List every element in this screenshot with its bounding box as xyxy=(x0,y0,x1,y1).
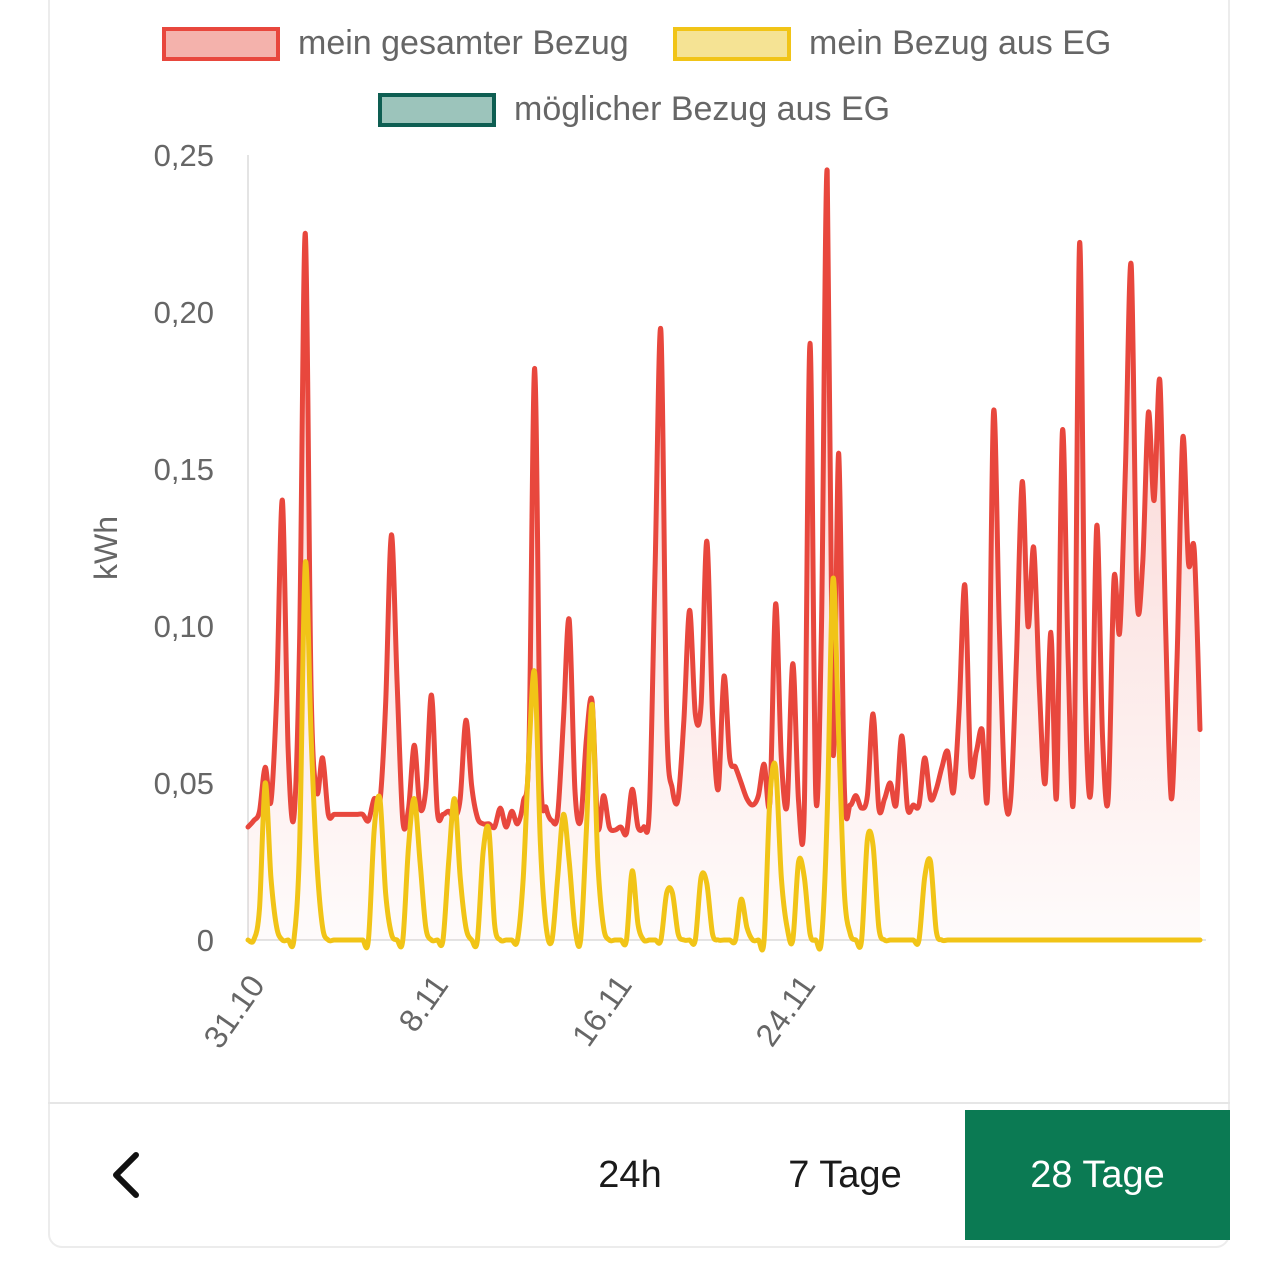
x-tick-label: 24.11 xyxy=(748,968,822,1052)
chevron-left-icon xyxy=(113,1152,139,1198)
y-tick-label: 0,05 xyxy=(154,766,214,801)
legend-total[interactable]: mein gesamter Bezug xyxy=(162,24,629,63)
legend-possible-swatch xyxy=(378,92,496,127)
y-axis-label: kWh xyxy=(88,516,124,580)
x-tick-label: 31.10 xyxy=(196,968,271,1054)
y-tick-label: 0,25 xyxy=(154,138,214,173)
range-24h-button[interactable]: 24h xyxy=(598,1153,662,1196)
legend-possible-label: möglicher Bezug aus EG xyxy=(514,90,891,128)
y-tick-label: 0 xyxy=(197,923,214,958)
x-tick-label: 16.11 xyxy=(565,968,639,1052)
legend-total-label: mein gesamter Bezug xyxy=(298,24,629,62)
range-28-days-button[interactable]: 28 Tage xyxy=(965,1110,1230,1240)
series-total-line xyxy=(245,167,1203,847)
y-tick-label: 0,10 xyxy=(154,609,214,644)
legend-total-swatch xyxy=(162,26,280,61)
legend-eg-label: mein Bezug aus EG xyxy=(809,24,1112,62)
series-total-area xyxy=(248,169,1200,940)
series-eg-line xyxy=(245,559,1203,953)
y-tick-label: 0,20 xyxy=(154,295,214,330)
consumption-chart: 0 0,05 0,10 0,15 0,20 0,25 kWh 31.10 8.11 16.11 2… xyxy=(88,138,1206,1055)
footer-divider xyxy=(48,1102,1230,1104)
legend-eg[interactable]: mein Bezug aus EG xyxy=(673,24,1111,63)
range-7-days-button[interactable]: 7 Tage xyxy=(788,1153,902,1196)
y-tick-label: 0,15 xyxy=(154,452,214,487)
back-button[interactable] xyxy=(96,1140,156,1210)
x-tick-label: 8.11 xyxy=(391,968,455,1038)
legend-eg-swatch xyxy=(673,26,791,61)
legend-possible[interactable]: möglicher Bezug aus EG xyxy=(378,90,890,129)
